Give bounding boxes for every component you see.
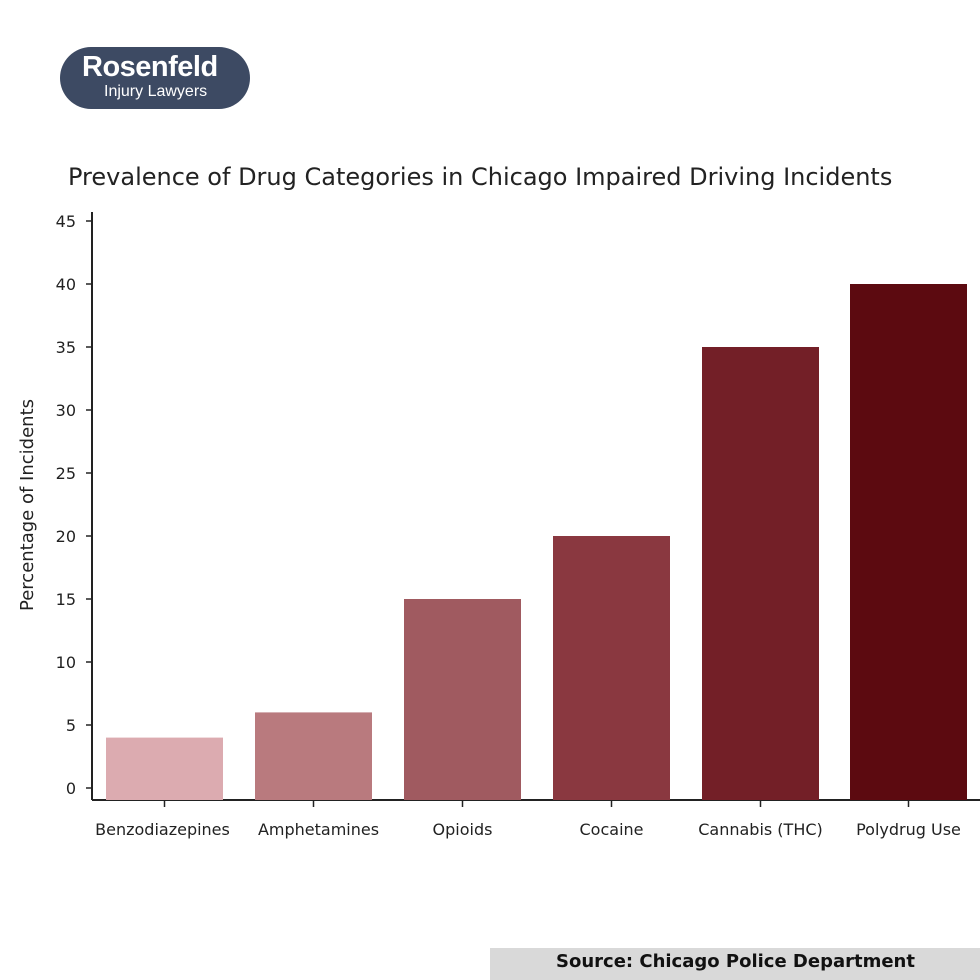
bar-amphetamines: [255, 712, 372, 800]
bar-chart: 0 5 10 15 20 25 30 35 40 45 Percentage of Incident…: [17, 212, 980, 839]
y-tick-label: 10: [56, 653, 76, 672]
y-tick-label: 35: [56, 338, 76, 357]
y-tick-label: 40: [56, 275, 76, 294]
y-tick-label: 45: [56, 212, 76, 231]
x-tick-label: Polydrug Use: [856, 820, 961, 839]
bar-cannabis-thc-: [702, 347, 819, 800]
x-tick-label: Amphetamines: [258, 820, 379, 839]
y-axis-label: Percentage of Incidents: [17, 399, 38, 611]
logo-line2: Injury Lawyers: [104, 83, 208, 100]
bar-benzodiazepines: [106, 737, 223, 800]
chart-title: Prevalence of Drug Categories in Chicago…: [68, 163, 893, 191]
rosenfeld-logo: Rosenfeld Injury Lawyers: [60, 47, 250, 109]
y-tick-label: 20: [56, 527, 76, 546]
x-tick-label: Opioids: [433, 820, 493, 839]
source-banner: Source: Chicago Police Department: [490, 948, 980, 980]
bar-polydrug-use: [850, 284, 967, 800]
y-tick-label: 30: [56, 401, 76, 420]
x-tick-label: Cocaine: [580, 820, 644, 839]
bar-cocaine: [553, 536, 670, 800]
y-tick-label: 5: [66, 716, 76, 735]
x-tick-label: Benzodiazepines: [95, 820, 230, 839]
y-tick-label: 15: [56, 590, 76, 609]
bar-opioids: [404, 599, 521, 800]
logo-line1: Rosenfeld: [82, 51, 218, 83]
y-tick-label: 25: [56, 464, 76, 483]
x-tick-label: Cannabis (THC): [698, 820, 823, 839]
y-tick-label: 0: [66, 779, 76, 798]
source-text: Source: Chicago Police Department: [556, 951, 915, 972]
